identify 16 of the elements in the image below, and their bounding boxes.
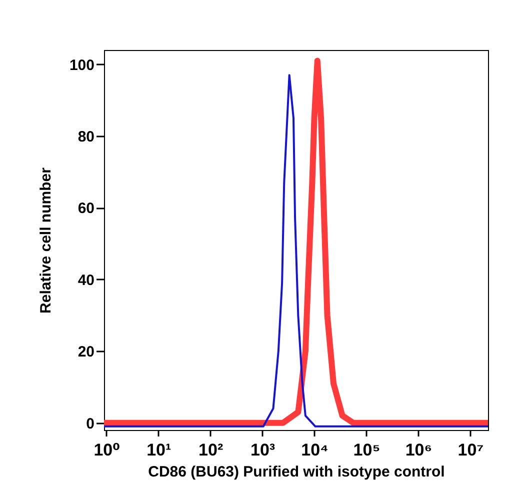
x-tick-label: 10⁶ (405, 440, 432, 460)
y-tick-label: 40 (78, 272, 94, 289)
y-axis-title: Relative cell number (37, 167, 54, 314)
y-tick-label: 100 (69, 56, 94, 74)
x-tick-label: 10⁴ (301, 440, 328, 460)
x-axis-title: CD86 (BU63) Purified with isotype control (148, 464, 445, 480)
x-tick-label: 10¹ (146, 440, 172, 460)
x-tick-label: 10⁰ (94, 440, 120, 460)
x-tick-label: 10⁷ (458, 440, 484, 460)
x-tick-label: 10³ (250, 440, 276, 460)
y-tick-label: 80 (78, 128, 94, 146)
y-tick-label: 20 (78, 344, 94, 361)
x-tick-label: 10⁵ (353, 440, 380, 460)
y-tick-label: 60 (78, 200, 94, 218)
y-tick-label: 0 (86, 415, 94, 432)
x-tick-label: 10² (198, 440, 224, 460)
